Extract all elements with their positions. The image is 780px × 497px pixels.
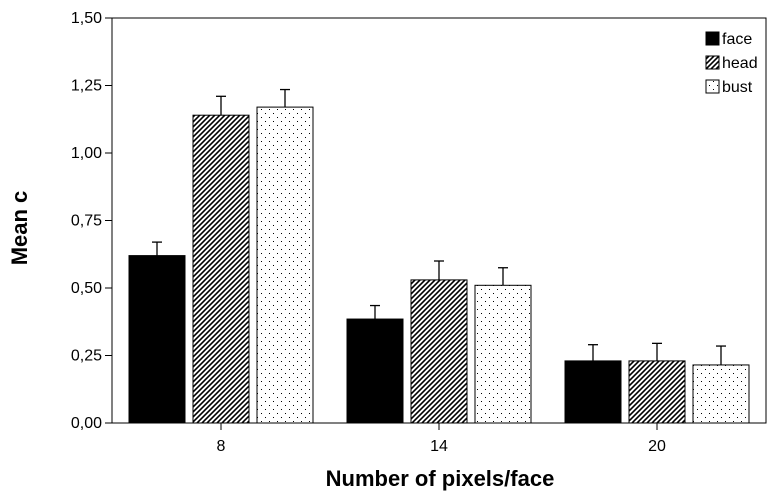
y-tick-label: 1,25 xyxy=(71,78,102,95)
bar-head-14 xyxy=(410,279,468,424)
y-tick-label: 1,50 xyxy=(71,10,102,27)
bar-bust-20 xyxy=(692,364,750,424)
legend-swatch-head xyxy=(705,55,720,70)
x-axis: 8 14 20 xyxy=(217,423,666,455)
bar-face-14 xyxy=(346,318,404,424)
bar-face-8 xyxy=(128,255,186,424)
legend-swatch-face xyxy=(705,31,720,46)
y-tick-label: 0,75 xyxy=(71,213,102,230)
x-axis-title: Number of pixels/face xyxy=(326,466,555,491)
y-axis: 0,00 0,25 0,50 0,75 1,00 1,25 1,50 xyxy=(71,10,112,432)
legend-label-face: face xyxy=(722,31,752,48)
y-tick-label: 0,00 xyxy=(71,415,102,432)
x-tick-label: 20 xyxy=(648,438,666,455)
legend-swatch-bust xyxy=(705,79,720,94)
y-tick-label: 1,00 xyxy=(71,145,102,162)
legend: face head bust xyxy=(705,31,758,96)
bar-bust-14 xyxy=(474,284,532,424)
bar-head-8 xyxy=(192,114,250,424)
legend-label-bust: bust xyxy=(722,79,753,96)
x-tick-label: 14 xyxy=(430,438,448,455)
bar-face-20 xyxy=(564,360,622,424)
bar-bust-8 xyxy=(256,106,314,424)
y-tick-label: 0,25 xyxy=(71,348,102,365)
legend-label-head: head xyxy=(722,55,758,72)
y-axis-title: Mean c xyxy=(7,191,32,266)
bars-group xyxy=(128,88,750,424)
y-tick-label: 0,50 xyxy=(71,280,102,297)
bar-head-20 xyxy=(628,360,686,424)
x-tick-label: 8 xyxy=(217,438,226,455)
